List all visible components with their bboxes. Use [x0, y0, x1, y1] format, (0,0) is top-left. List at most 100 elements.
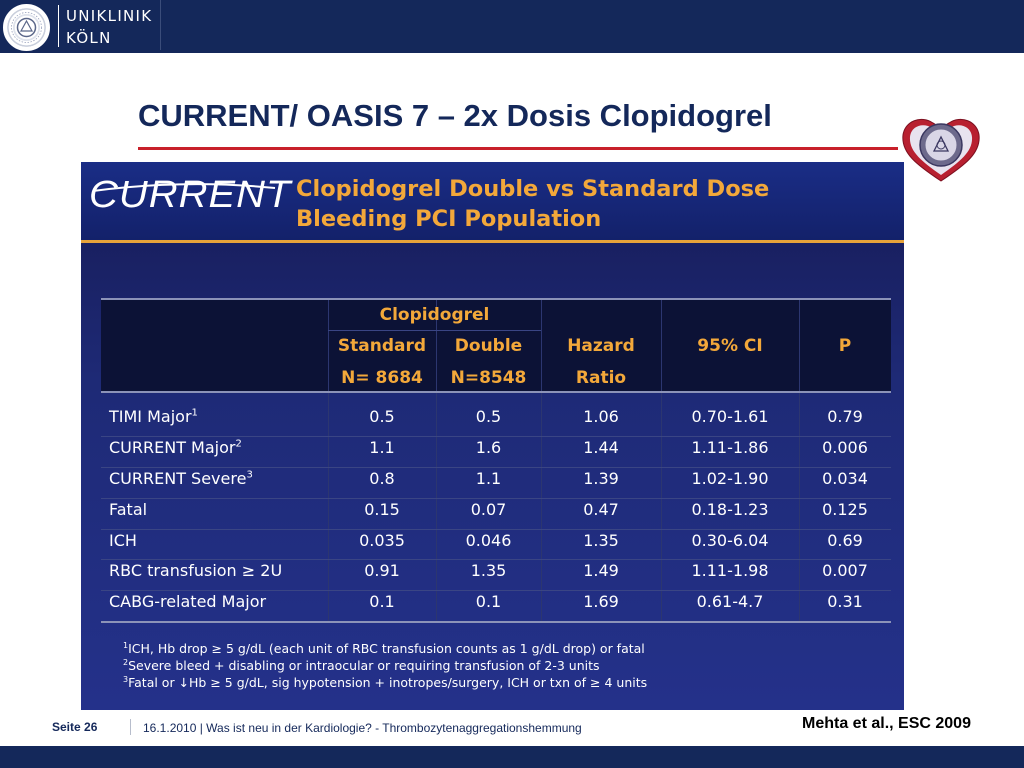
footnote-text: ICH, Hb drop ≥ 5 g/dL (each unit of RBC …	[128, 641, 645, 656]
cell-hr: 1.39	[583, 469, 619, 488]
uniklinik-logo-text: UNIKLINIK KÖLN	[66, 5, 152, 49]
row-divider	[101, 529, 891, 530]
cell-ci: 0.61-4.7	[696, 592, 764, 611]
header-clopidogrel: Clopidogrel	[379, 305, 490, 325]
table-header-rule	[101, 391, 891, 393]
row-label: CURRENT Major2	[109, 438, 242, 457]
row-label: TIMI Major1	[109, 407, 198, 426]
header-ratio: Ratio	[575, 368, 627, 388]
cell-double: 1.1	[475, 469, 502, 488]
row-label: ICH	[109, 531, 137, 550]
cell-p: 0.69	[827, 531, 863, 550]
row-label-text: RBC transfusion ≥ 2U	[109, 561, 283, 580]
row-divider	[101, 467, 891, 468]
cell-p: 0.034	[822, 469, 868, 488]
footnote-line: 1ICH, Hb drop ≥ 5 g/dL (each unit of RBC…	[123, 640, 647, 657]
cell-p: 0.31	[827, 592, 863, 611]
header-standard-n: N= 8684	[341, 368, 423, 388]
footnote-line: 3Fatal or ↓Hb ≥ 5 g/dL, sig hypotension …	[123, 674, 647, 691]
cell-hr: 1.06	[583, 407, 619, 426]
cell-standard: 0.91	[364, 561, 400, 580]
footnote-line: 2Severe bleed + disabling or intraocular…	[123, 657, 647, 674]
cell-ci: 1.02-1.90	[691, 469, 769, 488]
cell-ci: 0.30-6.04	[691, 531, 769, 550]
row-label-text: TIMI Major	[109, 407, 192, 426]
header-hazard: Hazard	[567, 336, 635, 356]
cell-p: 0.006	[822, 438, 868, 457]
column-divider	[799, 299, 800, 622]
footnote-marker: 1	[191, 407, 198, 419]
row-divider	[101, 559, 891, 560]
logo-line2: KÖLN	[66, 29, 112, 47]
cell-standard: 0.15	[364, 500, 400, 519]
footer-text: 16.1.2010 | Was ist neu in der Kardiolog…	[143, 721, 582, 735]
footnote-marker: 2	[235, 438, 242, 450]
cell-double: 0.1	[475, 592, 502, 611]
row-label: CURRENT Severe3	[109, 469, 253, 488]
row-label: Fatal	[109, 500, 147, 519]
cell-p: 0.007	[822, 561, 868, 580]
bottom-bar	[0, 746, 1024, 768]
footer-divider	[130, 719, 131, 735]
cell-hr: 1.35	[583, 531, 619, 550]
cell-standard: 0.035	[359, 531, 405, 550]
page-number: Seite 26	[52, 720, 98, 734]
cell-p: 0.79	[827, 407, 863, 426]
cell-double: 1.6	[475, 438, 502, 457]
header-divider	[160, 0, 161, 50]
table-bottom-rule	[101, 621, 891, 623]
footnote-marker: 3	[246, 469, 253, 481]
column-divider	[328, 299, 329, 622]
current-trial-logo: CURRENT	[89, 174, 292, 216]
header-p: P	[838, 336, 852, 356]
header-double: Double	[454, 336, 523, 356]
slide-title: Clopidogrel Double vs Standard Dose Blee…	[296, 174, 769, 234]
university-seal-icon	[3, 4, 50, 51]
slide-title-line2: Bleeding PCI Population	[296, 206, 602, 232]
cell-hr: 1.49	[583, 561, 619, 580]
row-label-text: ICH	[109, 531, 137, 550]
row-divider	[101, 590, 891, 591]
citation: Mehta et al., ESC 2009	[802, 715, 971, 732]
logo-line1: UNIKLINIK	[66, 7, 153, 25]
row-label-text: CURRENT Major	[109, 438, 236, 457]
top-bar: UNIKLINIK KÖLN	[0, 0, 1024, 53]
table-top-rule	[101, 298, 891, 300]
row-label: CABG-related Major	[109, 592, 266, 611]
row-divider	[101, 436, 891, 437]
cell-ci: 0.70-1.61	[691, 407, 769, 426]
cell-ci: 0.18-1.23	[691, 500, 769, 519]
header-standard: Standard	[337, 336, 427, 356]
current-swoosh-icon	[92, 183, 276, 192]
cell-ci: 1.11-1.98	[691, 561, 769, 580]
slide-header	[81, 162, 904, 240]
cell-hr: 1.69	[583, 592, 619, 611]
cell-hr: 1.44	[583, 438, 619, 457]
column-divider	[661, 299, 662, 622]
column-divider	[436, 299, 437, 622]
cell-double: 0.046	[465, 531, 512, 550]
cell-double: 1.35	[470, 561, 507, 580]
cell-p: 0.125	[822, 500, 868, 519]
row-divider	[101, 498, 891, 499]
heart-seal-icon	[902, 119, 980, 182]
row-label-text: CABG-related Major	[109, 592, 267, 611]
footnotes: 1ICH, Hb drop ≥ 5 g/dL (each unit of RBC…	[123, 640, 647, 691]
footnote-number: 2	[123, 657, 129, 667]
slide-header-rule	[81, 240, 904, 243]
header-ci: 95% CI	[697, 336, 763, 356]
row-label-text: CURRENT Severe	[109, 469, 247, 488]
slide-title-line1: Clopidogrel Double vs Standard Dose	[296, 176, 770, 202]
footnote-text: Severe bleed + disabling or intraocular …	[128, 658, 600, 673]
logo-divider	[58, 5, 59, 47]
table-header-background	[101, 299, 891, 393]
header-double-n: N=8548	[450, 368, 527, 388]
footnote-text: Fatal or ↓Hb ≥ 5 g/dL, sig hypotension +…	[128, 675, 648, 690]
header-group-rule	[328, 330, 541, 331]
row-label: RBC transfusion ≥ 2U	[109, 561, 282, 580]
cell-hr: 0.47	[583, 500, 619, 519]
title-underline	[138, 147, 898, 150]
cell-standard: 1.1	[369, 438, 395, 457]
cell-standard: 0.5	[369, 407, 395, 426]
cell-double: 0.5	[475, 407, 502, 426]
